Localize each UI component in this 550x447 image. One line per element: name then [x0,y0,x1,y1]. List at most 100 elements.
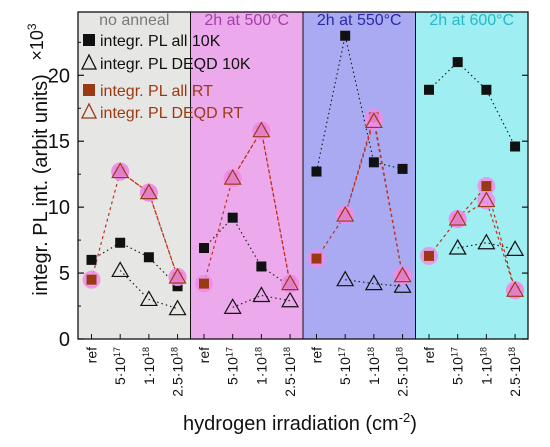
y-tick-label: 10 [48,197,70,219]
data-point [139,290,158,307]
x-axis-label-text: hydrogen irradiation (cm [183,413,399,435]
x-tick-label-base: 5·10 [112,357,128,385]
legend-marker [80,102,98,119]
x-tick-label-base: 1·10 [141,357,157,385]
x-axis-label-tail: ) [410,413,417,435]
x-tick-label-exponent: 18 [282,347,292,357]
x-tick-label-base: 5·10 [450,357,466,385]
x-tick-label-exponent: 18 [366,347,376,357]
x-tick-label-exponent: 17 [450,347,460,357]
marker-glow [506,281,525,300]
x-tick-label-exponent: 18 [170,347,180,357]
y-multiplier-exponent: 3 [25,23,39,30]
data-point [393,266,412,283]
legend-marker [83,84,95,96]
x-tick-label-base: ref [421,347,437,363]
x-tick-label-base: 1·10 [366,357,382,385]
data-point [448,209,467,226]
x-tick-label-exponent: 17 [337,347,347,357]
x-tick-label: 1·1018 [253,347,269,385]
series-line [457,242,516,250]
plot-frame [77,11,529,340]
data-point [364,274,383,291]
legend-label: integr. PL DEQD RT [100,105,243,122]
x-tick-label-base: ref [84,347,100,363]
y-axis: 0 5 10 15 20 [48,41,528,351]
marker-glow [223,169,242,188]
x-tick-label: 2.5·1018 [170,347,186,397]
marker-glow [364,112,383,131]
x-tick-label-exponent: 17 [112,347,122,357]
data-point [336,270,355,287]
marker-glow [252,121,271,140]
x-tick-label: ref [309,347,325,363]
data-point [252,286,271,303]
x-tick-label-exponent: 18 [395,347,405,357]
marker-glow [393,266,412,285]
data-point [393,277,412,293]
marker-glow [336,206,355,225]
data-point [368,157,379,168]
x-tick-label: ref [196,347,212,363]
x-tick-label-base: 2.5·10 [395,357,411,397]
data-point [111,162,130,179]
x-tick-label: 1·1018 [141,347,157,385]
data-point [168,299,187,316]
panel-backgrounds [78,12,528,339]
x-tick-label: 2.5·1018 [282,347,298,397]
x-tick-label: 5·1017 [225,347,241,385]
series-line [428,61,516,147]
data-point [481,84,492,95]
data-point [86,274,97,285]
data-point [115,237,126,248]
data-point [252,121,271,138]
marker-glow [168,268,187,287]
y-tick-label: 0 [59,329,70,351]
x-tick-label-exponent: 18 [507,347,517,357]
data-point [336,205,355,222]
data-point [172,281,183,292]
x-axis-label: hydrogen irradiation (cm-2) [183,410,417,435]
y-tick-label: 15 [48,131,70,153]
marker-glow [281,274,300,293]
x-tick-label-exponent: 18 [478,347,488,357]
panel-title: 2h at 500°C [204,12,289,29]
x-tick-label-base: 2.5·10 [507,357,523,397]
y-tick-label: 20 [48,65,70,87]
legend-marker [83,34,95,46]
x-tick-label-exponent: 18 [141,347,151,357]
series-line [428,184,516,291]
y-multiplier-base: ×10 [27,30,47,61]
data-point [199,278,209,289]
x-tick-label-base: 5·10 [225,357,241,385]
data-point [311,253,322,264]
data-point [424,84,434,95]
x-tick-label-base: ref [309,347,325,363]
x-axis-label-exponent: -2 [399,410,411,425]
data-point [397,163,408,174]
data-point [452,57,463,68]
panel-titles: no anneal 2h at 500°C 2h at 550°C 2h at 600… [99,12,514,29]
data-markers [82,30,525,316]
data-point [168,267,187,284]
data-point [311,166,322,177]
marker-glow [448,210,467,229]
y-tick-label: 5 [59,263,70,285]
panel-title: 2h at 550°C [317,12,402,29]
data-point [223,168,242,185]
x-tick-label: ref [84,347,100,363]
data-point [281,291,300,308]
data-point [199,243,209,254]
data-point [448,238,467,255]
series-line [315,35,403,172]
series-line [91,242,178,287]
x-tick-label-base: 1·10 [253,357,269,385]
series-line [232,294,291,308]
data-point [227,212,238,223]
series-line [345,279,403,287]
x-tick-label-exponent: 17 [225,347,235,357]
data-point [86,254,97,265]
x-tick-label: 5·1017 [112,347,128,385]
